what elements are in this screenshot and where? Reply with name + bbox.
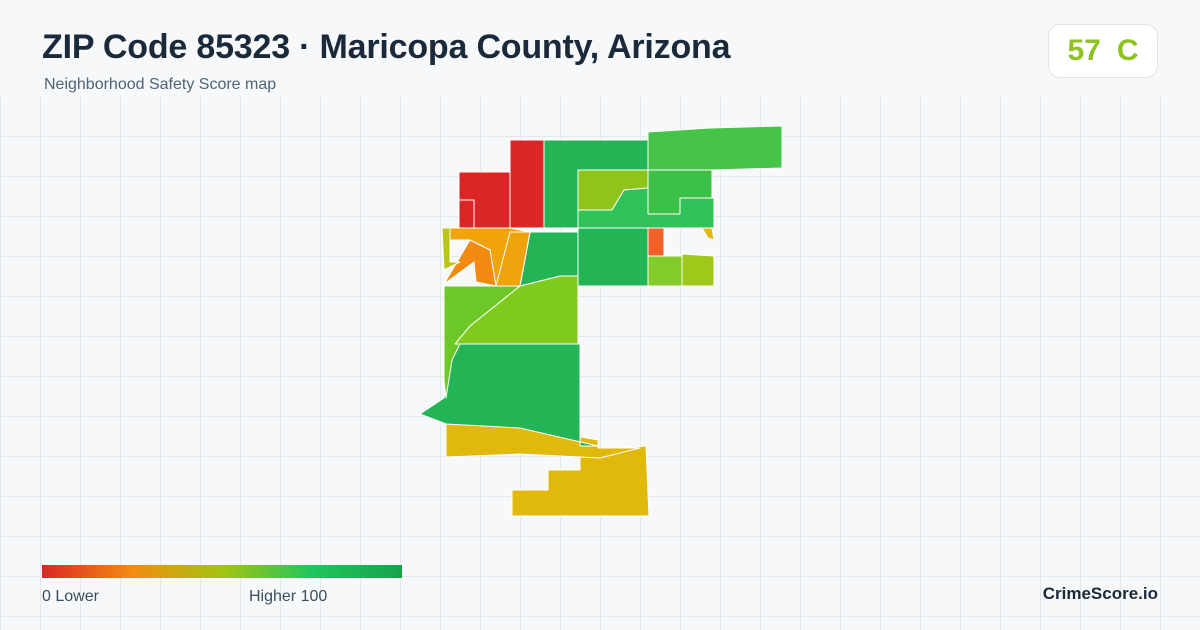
score-value: 57	[1067, 34, 1101, 67]
region-w-yellowgreen[interactable]	[441, 227, 461, 271]
header: ZIP Code 85323 · Maricopa County, Arizon…	[0, 0, 1200, 97]
legend-high-label: Higher 100	[249, 588, 328, 605]
region-orange-cell[interactable]	[647, 227, 665, 257]
region-center-green-2[interactable]	[577, 227, 649, 287]
safety-score-badge: 57 C	[1048, 24, 1158, 78]
page-title: ZIP Code 85323 · Maricopa County, Arizon…	[42, 28, 731, 66]
region-ne-green-top[interactable]	[647, 125, 783, 171]
legend-gradient-bar	[42, 565, 402, 578]
region-e-yellow-dot[interactable]	[701, 227, 715, 241]
score-grade: C	[1116, 34, 1139, 67]
region-far-s-yellow[interactable]	[511, 445, 650, 517]
region-w-orange-2[interactable]	[443, 239, 497, 287]
region-w-orange-3[interactable]	[495, 231, 531, 287]
legend-low-label: 0 Lower	[42, 588, 99, 605]
region-nw-red-block[interactable]	[458, 171, 511, 229]
brand-logo-text[interactable]: CrimeScore.io	[1042, 584, 1158, 603]
region-e-lime-2[interactable]	[681, 253, 715, 287]
page-subtitle: Neighborhood Safety Score map	[44, 76, 277, 93]
region-center-green-1[interactable]	[577, 187, 715, 229]
region-n-red-strip[interactable]	[509, 139, 545, 229]
region-e-lime-1[interactable]	[647, 255, 683, 287]
